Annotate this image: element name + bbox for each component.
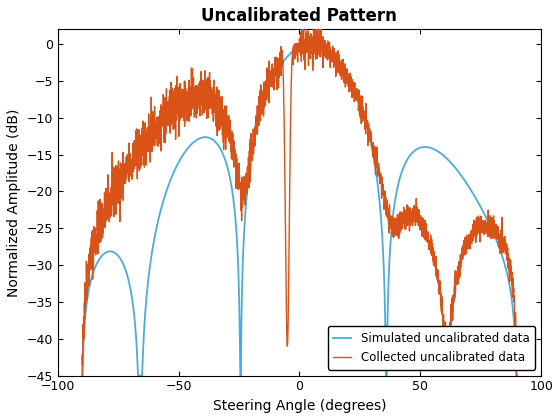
- Simulated uncalibrated data: [154, 222, 161, 227]
- Y-axis label: Normalized Amplitude (dB): Normalized Amplitude (dB): [7, 108, 21, 297]
- Collected uncalibrated data: [245, 176, 252, 181]
- Simulated uncalibrated data: [505, 278, 512, 283]
- Simulated uncalibrated data: [245, 174, 252, 179]
- Simulated uncalibrated data: [514, 373, 520, 378]
- Line: Collected uncalibrated data: Collected uncalibrated data: [82, 29, 517, 375]
- Collected uncalibrated data: [264, 83, 271, 88]
- Collected uncalibrated data: [458, 252, 465, 257]
- X-axis label: Steering Angle (degrees): Steering Angle (degrees): [213, 399, 386, 413]
- Simulated uncalibrated data: [264, 89, 271, 94]
- Simulated uncalibrated data: [78, 373, 85, 378]
- Collected uncalibrated data: [514, 373, 520, 378]
- Simulated uncalibrated data: [458, 173, 465, 178]
- Legend: Simulated uncalibrated data, Collected uncalibrated data: Simulated uncalibrated data, Collected u…: [328, 326, 535, 370]
- Collected uncalibrated data: [505, 261, 512, 266]
- Collected uncalibrated data: [78, 373, 85, 378]
- Line: Simulated uncalibrated data: Simulated uncalibrated data: [82, 44, 517, 375]
- Simulated uncalibrated data: [307, 42, 314, 47]
- Title: Uncalibrated Pattern: Uncalibrated Pattern: [202, 7, 398, 25]
- Collected uncalibrated data: [299, 27, 306, 32]
- Collected uncalibrated data: [128, 158, 135, 163]
- Simulated uncalibrated data: [128, 293, 135, 298]
- Collected uncalibrated data: [154, 143, 161, 148]
